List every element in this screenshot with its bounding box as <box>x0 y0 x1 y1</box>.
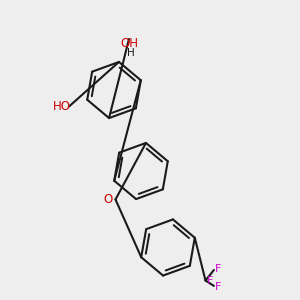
Text: OH: OH <box>120 37 138 50</box>
Text: F: F <box>214 264 221 274</box>
Text: HO: HO <box>52 100 70 113</box>
Text: H: H <box>127 48 134 58</box>
Text: F: F <box>214 282 221 292</box>
Text: O: O <box>103 193 112 206</box>
Text: F: F <box>207 275 213 286</box>
